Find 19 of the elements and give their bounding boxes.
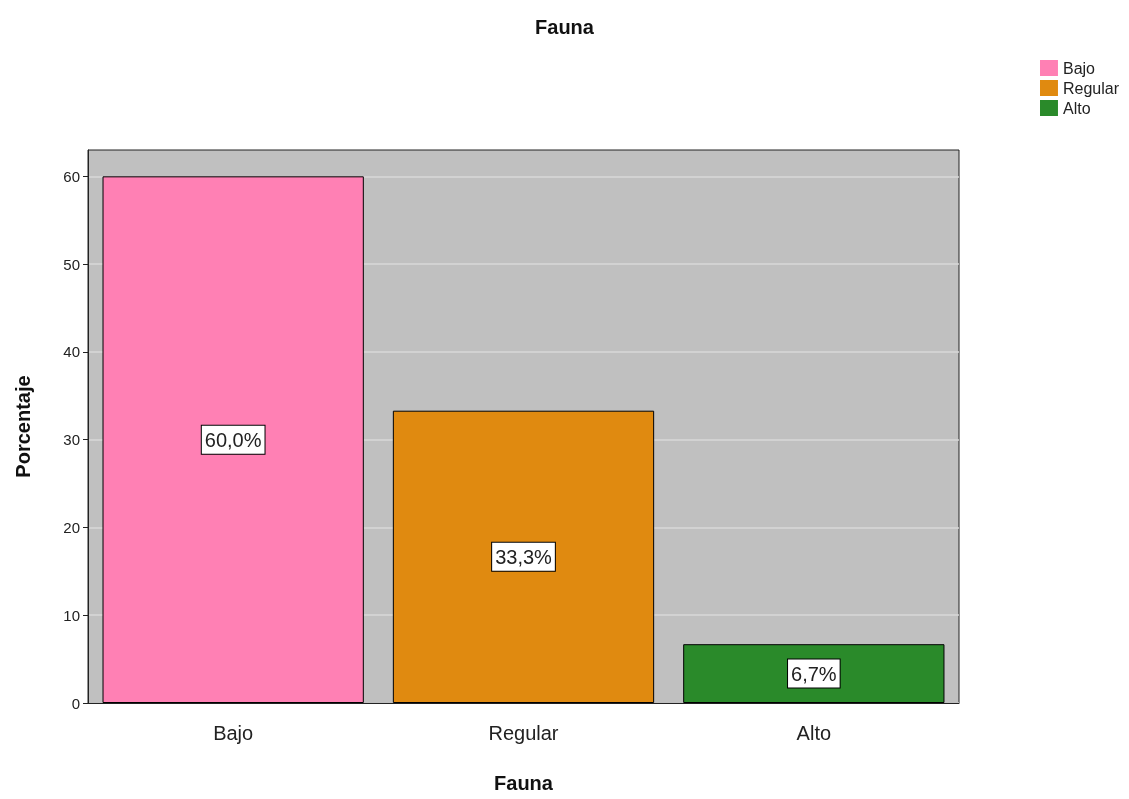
- y-tick-label: 30: [63, 431, 80, 449]
- y-tick-label: 0: [71, 694, 80, 712]
- data-label: 6,7%: [791, 662, 837, 685]
- legend-label: Regular: [1062, 79, 1120, 97]
- y-tick-label: 10: [63, 606, 80, 624]
- legend-label: Bajo: [1062, 59, 1096, 77]
- y-axis-title: Porcentaje: [12, 375, 34, 478]
- x-tick-label: Regular: [488, 722, 559, 744]
- x-axis-title: Fauna: [494, 772, 554, 794]
- legend-label: Alto: [1062, 99, 1091, 117]
- data-label: 33,3%: [495, 545, 553, 568]
- y-tick-label: 60: [63, 167, 80, 185]
- y-tick-label: 20: [63, 518, 80, 536]
- data-label: 60,0%: [204, 428, 262, 451]
- y-tick-label: 50: [63, 255, 80, 273]
- chart-title: Fauna: [535, 16, 595, 38]
- x-tick-label: Alto: [796, 722, 832, 744]
- y-tick-label: 40: [63, 343, 80, 361]
- x-tick-label: Bajo: [213, 722, 254, 744]
